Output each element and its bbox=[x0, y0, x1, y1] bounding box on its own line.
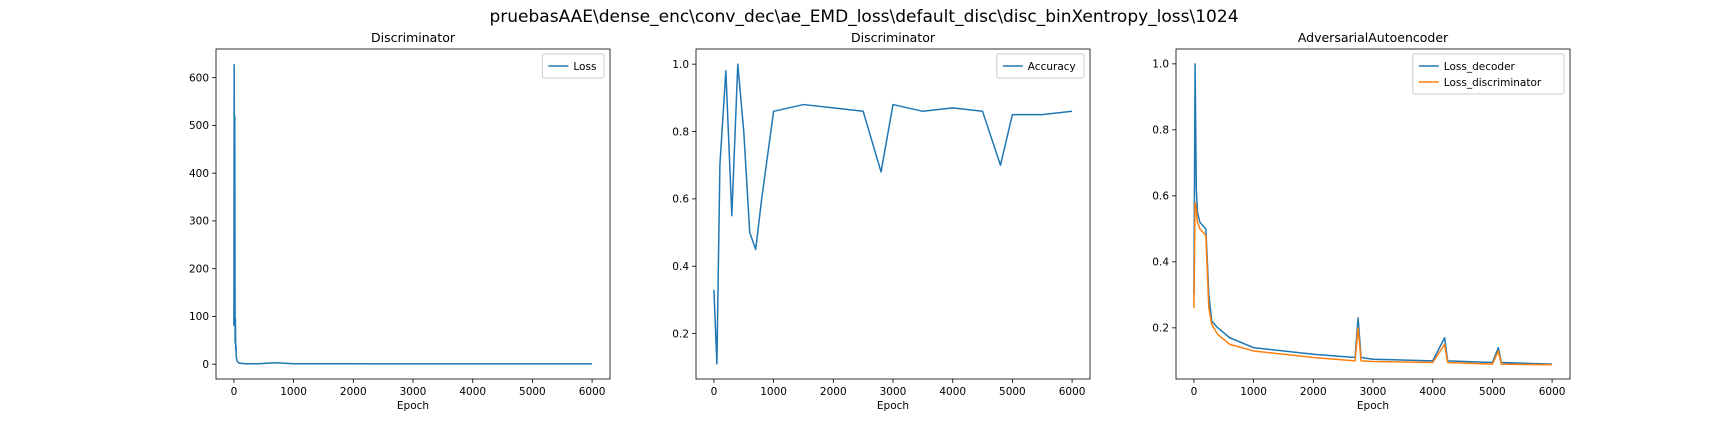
y-tick-label: 300 bbox=[189, 216, 209, 228]
x-tick-label: 5000 bbox=[1479, 386, 1506, 398]
x-tick-label: 6000 bbox=[1059, 386, 1086, 398]
x-tick-label: 4000 bbox=[1419, 386, 1446, 398]
x-tick-label: 1000 bbox=[760, 386, 787, 398]
legend-box bbox=[1412, 53, 1565, 95]
y-tick-label: 400 bbox=[189, 168, 209, 180]
x-tick-label: 5000 bbox=[519, 386, 546, 398]
y-tick-label: 600 bbox=[189, 72, 209, 84]
x-tick-label: 1000 bbox=[280, 386, 307, 398]
subplot-2: Discriminator 0 1000 2000 3000 4000 5000 6000 0.… bbox=[672, 30, 1091, 412]
y-tick-label: 0.6 bbox=[672, 194, 689, 206]
x-tick-label: 2000 bbox=[340, 386, 367, 398]
x-tick-label: 0 bbox=[711, 386, 718, 398]
x-axis-label: Epoch bbox=[877, 400, 909, 412]
x-tick-label: 1000 bbox=[1240, 386, 1267, 398]
legend-entry: Loss_decoder bbox=[1444, 61, 1516, 73]
legend-entry: Accuracy bbox=[1028, 61, 1076, 73]
x-tick-label: 3000 bbox=[400, 386, 427, 398]
y-tick-label: 500 bbox=[189, 120, 209, 132]
y-tick-label: 0.8 bbox=[672, 126, 689, 138]
subplot-1: Discriminator 0 1000 2000 3000 4000 5000 6000 0 1… bbox=[189, 30, 611, 412]
legend-box bbox=[996, 53, 1085, 79]
axes-frame bbox=[695, 48, 1091, 380]
x-tick-label: 4000 bbox=[939, 386, 966, 398]
x-tick-label: 3000 bbox=[880, 386, 907, 398]
series-line-accuracy bbox=[713, 63, 1073, 365]
x-tick-label: 3000 bbox=[1360, 386, 1387, 398]
y-tick-label: 1.0 bbox=[672, 59, 689, 71]
legend: Accuracy bbox=[996, 53, 1085, 79]
x-tick-label: 6000 bbox=[1539, 386, 1566, 398]
x-tick-label: 6000 bbox=[579, 386, 606, 398]
legend-entry: Loss_discriminator bbox=[1444, 77, 1542, 89]
subplot-title: Discriminator bbox=[851, 30, 936, 45]
legend-box bbox=[541, 53, 605, 79]
x-tick-label: 0 bbox=[1191, 386, 1198, 398]
figure-suptitle: pruebasAAE\dense_enc\conv_dec\ae_EMD_los… bbox=[489, 7, 1238, 27]
x-axis-label: Epoch bbox=[1357, 400, 1389, 412]
y-tick-label: 0.2 bbox=[672, 328, 689, 340]
series-line-loss bbox=[233, 64, 593, 365]
axes-frame bbox=[215, 48, 611, 380]
y-tick-label: 0 bbox=[202, 359, 209, 371]
y-tick-label: 100 bbox=[189, 311, 209, 323]
subplot-3: AdversarialAutoencoder 0 1000 2000 3000 4000 5… bbox=[1152, 30, 1571, 412]
y-tick-label: 0.8 bbox=[1152, 125, 1169, 137]
x-axis-label: Epoch bbox=[397, 400, 429, 412]
x-tick-label: 4000 bbox=[459, 386, 486, 398]
legend-entry: Loss bbox=[573, 61, 596, 73]
series-line-loss-decoder bbox=[1193, 63, 1553, 365]
x-tick-label: 0 bbox=[231, 386, 238, 398]
y-tick-label: 0.6 bbox=[1152, 191, 1169, 203]
subplot-title: Discriminator bbox=[371, 30, 456, 45]
series-line-loss-discriminator bbox=[1193, 201, 1553, 366]
subplot-title: AdversarialAutoencoder bbox=[1298, 30, 1449, 45]
x-tick-label: 5000 bbox=[999, 386, 1026, 398]
y-tick-label: 0.2 bbox=[1152, 323, 1169, 335]
y-tick-label: 0.4 bbox=[672, 261, 689, 273]
y-tick-label: 0.4 bbox=[1152, 257, 1169, 269]
y-tick-label: 200 bbox=[189, 263, 209, 275]
y-tick-label: 1.0 bbox=[1152, 59, 1169, 71]
x-tick-label: 2000 bbox=[820, 386, 847, 398]
axes-frame bbox=[1175, 48, 1571, 380]
legend: Loss bbox=[541, 53, 605, 79]
x-tick-label: 2000 bbox=[1300, 386, 1327, 398]
legend: Loss_decoder Loss_discriminator bbox=[1412, 53, 1565, 95]
